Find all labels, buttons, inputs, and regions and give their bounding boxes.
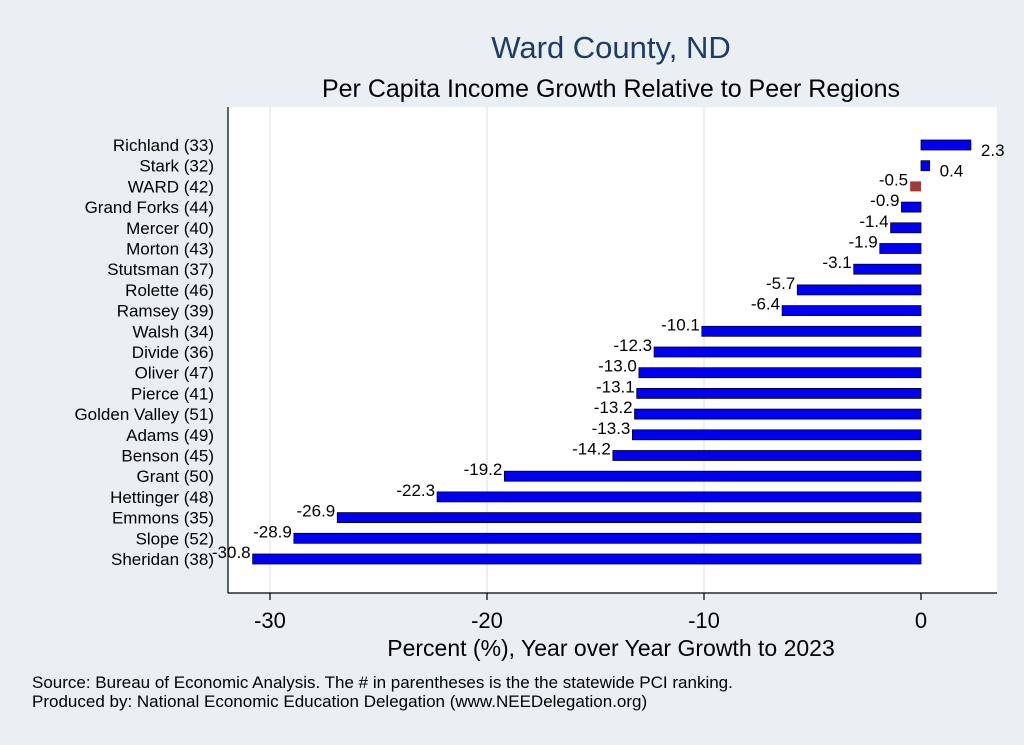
category-label: Grand Forks (44) <box>85 198 214 217</box>
bar <box>293 532 922 544</box>
value-label: -0.5 <box>879 170 908 189</box>
bar <box>920 160 931 172</box>
bar <box>503 470 922 482</box>
category-label: Oliver (47) <box>135 364 214 383</box>
category-labels: Richland (33) Stark (32)WARD (42) Grand Fo… <box>74 136 214 569</box>
bar <box>853 263 922 275</box>
bar <box>634 408 922 420</box>
bar <box>436 491 922 503</box>
bar <box>612 450 922 461</box>
value-label: -0.9 <box>870 191 899 210</box>
category-label: Golden Valley (51) <box>74 405 214 424</box>
value-labels: 2.30.4-0.5-0.9-1.4-1.9-3.1-5.7-6.4-10.1-… <box>212 141 1005 562</box>
category-label: Hettinger (48) <box>110 488 214 507</box>
value-label: -3.1 <box>822 253 851 272</box>
category-label: Walsh (34) <box>132 322 214 341</box>
value-label: -13.2 <box>594 398 633 417</box>
chart-title: Ward County, ND <box>491 30 730 65</box>
value-label: -28.9 <box>253 522 292 541</box>
value-label: -30.8 <box>212 543 251 562</box>
x-tick-label: 0 <box>915 608 927 633</box>
x-tick-label: -10 <box>688 608 720 633</box>
value-label: -22.3 <box>396 481 435 500</box>
bar <box>653 346 922 358</box>
value-label: -13.1 <box>596 377 635 396</box>
bar <box>336 512 922 523</box>
value-label: -10.1 <box>661 315 700 334</box>
value-label: -19.2 <box>464 460 503 479</box>
category-label: Benson (45) <box>121 447 214 466</box>
bar <box>638 367 922 379</box>
category-label: Pierce (41) <box>131 384 214 403</box>
value-label: -26.9 <box>297 502 336 521</box>
value-label: -13.0 <box>598 357 637 376</box>
category-label: Sheridan (38) <box>111 550 214 569</box>
x-axis-label: Percent (%), Year over Year Growth to 20… <box>387 635 835 661</box>
bar <box>920 139 972 151</box>
category-label: Morton (43) <box>126 240 214 259</box>
x-axis-ticks: -30 -20 -10 0 <box>254 593 927 633</box>
bar <box>901 201 922 213</box>
bar <box>781 305 922 317</box>
category-label: Grant (50) <box>137 467 214 486</box>
value-label: 2.3 <box>981 141 1005 160</box>
x-tick-label: -20 <box>471 608 503 633</box>
category-label: Emmons (35) <box>112 509 214 528</box>
axes <box>227 107 997 594</box>
category-label: Richland (33) <box>113 136 214 155</box>
value-label: -6.4 <box>751 295 780 314</box>
category-label: Slope (52) <box>136 529 214 548</box>
value-label: -1.4 <box>859 212 888 231</box>
value-label: -14.2 <box>572 440 611 459</box>
source-note: Source: Bureau of Economic Analysis. The… <box>32 673 733 692</box>
bar <box>910 181 921 192</box>
category-label: Adams (49) <box>126 426 214 445</box>
category-label: Mercer (40) <box>126 219 214 238</box>
chart-subtitle: Per Capita Income Growth Relative to Pee… <box>322 75 900 103</box>
bar <box>701 325 922 337</box>
category-label: Ramsey (39) <box>117 302 214 321</box>
bar <box>796 284 922 296</box>
bars <box>252 139 972 565</box>
category-label: WARD (42) <box>128 177 214 196</box>
category-label: Divide (36) <box>132 343 214 362</box>
value-label: -1.9 <box>848 233 877 252</box>
x-tick-label: -30 <box>254 608 286 633</box>
value-label: -12.3 <box>613 336 652 355</box>
value-label: 0.4 <box>940 162 964 181</box>
bar <box>631 429 922 441</box>
producer-note: Produced by: National Economic Education… <box>32 692 648 711</box>
category-label: Rolette (46) <box>125 281 214 300</box>
bar <box>890 222 922 234</box>
category-label: Stark (32) <box>139 157 214 176</box>
bar <box>636 387 922 399</box>
bar <box>879 243 922 254</box>
bar <box>252 553 922 565</box>
category-label: Stutsman (37) <box>107 260 214 279</box>
value-label: -5.7 <box>766 274 795 293</box>
value-label: -13.3 <box>592 419 631 438</box>
